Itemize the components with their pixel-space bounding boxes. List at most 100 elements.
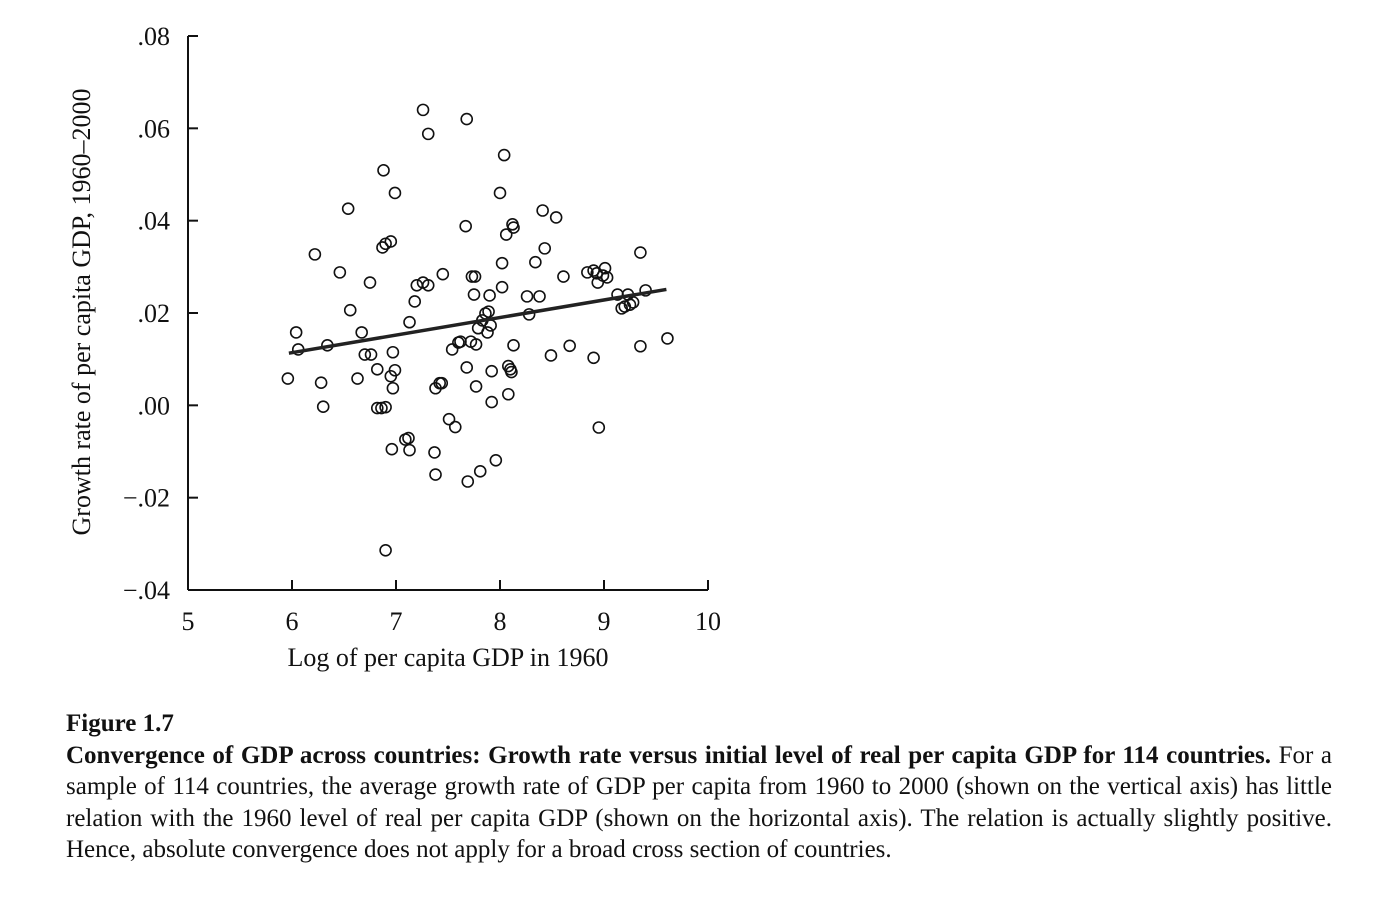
y-tick-label: −.02 <box>123 484 170 513</box>
data-point <box>507 221 520 234</box>
data-point <box>557 270 570 283</box>
data-point <box>495 256 509 270</box>
data-point <box>587 351 600 365</box>
data-point <box>502 387 515 401</box>
data-point <box>386 345 400 359</box>
y-axis-title: Growth rate of per capita GDP, 1960–2000 <box>67 89 96 536</box>
data-point <box>536 204 549 217</box>
data-point <box>467 288 481 301</box>
data-point <box>388 186 402 200</box>
data-point <box>355 326 368 339</box>
data-point <box>384 235 398 248</box>
data-point <box>563 339 576 353</box>
y-tick-label: .00 <box>138 391 171 420</box>
data-point <box>623 298 637 311</box>
x-tick-label: 8 <box>494 607 507 636</box>
data-point <box>308 248 322 261</box>
data-point <box>429 468 442 481</box>
x-axis-ticks: 5 6 7 8 9 10 <box>182 580 721 636</box>
data-point <box>358 348 372 361</box>
data-point <box>495 280 509 294</box>
data-point <box>316 400 330 414</box>
x-tick-label: 10 <box>695 607 721 636</box>
data-point <box>376 241 389 254</box>
data-point <box>377 164 390 177</box>
data-point <box>600 271 614 284</box>
y-tick-label: .02 <box>138 299 171 328</box>
x-tick-label: 6 <box>286 607 299 636</box>
x-tick-label: 5 <box>182 607 195 636</box>
data-point <box>388 363 402 377</box>
data-point <box>403 315 416 329</box>
data-point <box>549 211 563 224</box>
data-point <box>385 442 399 456</box>
data-point <box>289 326 303 339</box>
data-point <box>445 343 459 356</box>
caption-title: Convergence of GDP across countries: Gro… <box>66 741 1271 769</box>
data-point <box>634 246 647 259</box>
data-point <box>402 431 415 445</box>
data-point <box>529 255 542 269</box>
data-point <box>386 381 400 395</box>
x-tick-label: 9 <box>598 607 611 636</box>
data-point <box>460 361 474 374</box>
data-point <box>281 372 295 385</box>
regression-line <box>288 287 667 355</box>
data-point <box>461 475 475 488</box>
data-point <box>598 261 612 275</box>
data-point <box>421 278 435 292</box>
data-point <box>481 326 494 339</box>
data-point <box>465 270 479 283</box>
data-point <box>314 376 328 390</box>
data-point <box>370 363 384 376</box>
figure-label: Figure 1.7 <box>66 710 174 737</box>
axes <box>187 36 708 591</box>
y-tick-label: .08 <box>138 22 171 51</box>
data-point <box>468 270 482 283</box>
data-point <box>484 319 497 332</box>
data-point <box>460 112 474 126</box>
y-tick-label: .06 <box>138 114 171 143</box>
data-point <box>459 219 472 233</box>
data-point <box>410 278 424 292</box>
data-point <box>333 266 347 279</box>
data-point <box>379 543 392 557</box>
data-point <box>403 443 416 457</box>
data-point <box>363 276 377 289</box>
data-point <box>364 348 378 361</box>
data-point <box>442 412 456 426</box>
data-point <box>482 305 495 318</box>
data-point <box>634 339 647 353</box>
data-point <box>661 332 674 345</box>
data-point <box>421 127 435 141</box>
data-point <box>544 349 558 362</box>
data-point <box>428 446 441 459</box>
data-point <box>379 400 392 414</box>
data-point <box>581 266 594 279</box>
data-point <box>587 264 600 277</box>
data-point <box>493 186 507 200</box>
x-axis-title: Log of per capita GDP in 1960 <box>287 643 608 672</box>
y-axis-ticks: −.04 −.02 .00 .02 .04 .06 .08 <box>123 22 198 605</box>
data-point <box>351 372 364 385</box>
data-point <box>416 103 430 117</box>
data-point <box>520 290 534 303</box>
data-point <box>626 296 640 309</box>
data-point <box>436 267 450 281</box>
data-point <box>497 148 511 162</box>
data-point <box>469 380 483 393</box>
x-tick-label: 7 <box>390 607 403 636</box>
figure-caption: Figure 1.7 Convergence of GDP across cou… <box>66 708 1332 866</box>
data-point <box>343 303 357 317</box>
data-point <box>538 242 552 255</box>
data-point <box>435 376 449 390</box>
data-point <box>533 290 546 303</box>
data-point <box>507 339 520 352</box>
data-point <box>448 420 462 434</box>
data-point <box>483 289 496 302</box>
data-point <box>485 364 498 378</box>
data-points <box>281 103 674 557</box>
data-point <box>499 228 513 241</box>
data-point <box>473 465 487 478</box>
y-tick-label: −.04 <box>123 576 170 605</box>
